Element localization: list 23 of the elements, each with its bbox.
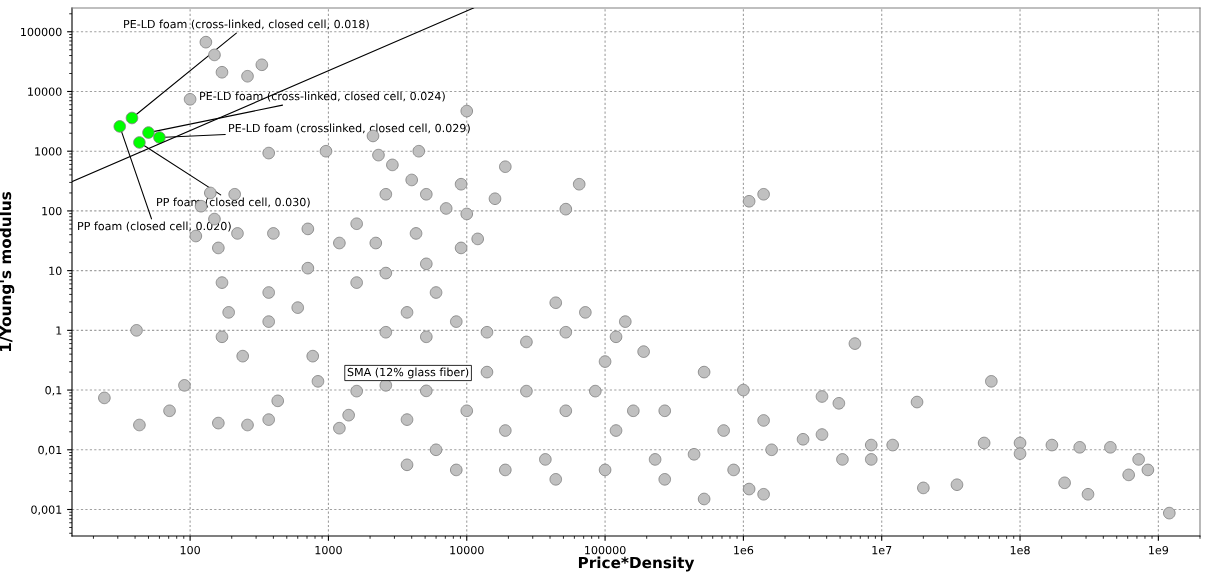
- y-tick-label: 100000: [21, 27, 62, 37]
- y-tick-label: 0,1: [45, 386, 62, 396]
- y-tick-label: 1000: [35, 147, 62, 156]
- x-axis-title: Price*Density: [578, 556, 695, 572]
- y-tick-label: 10: [49, 266, 62, 276]
- annotation: SMA (12% glass fiber): [347, 367, 469, 379]
- y-tick-label: 10000: [28, 87, 62, 96]
- y-axis-title: 1/Young's modulus: [0, 191, 15, 352]
- x-tick-label: 1e8: [1010, 545, 1030, 555]
- annotation: PE-LD foam (cross-linked, closed cell, 0.024): [200, 91, 445, 102]
- x-tick-label: 1e6: [734, 545, 754, 555]
- annotation: PE-LD foam (crosslinked, closed cell, 0.029): [229, 123, 470, 134]
- x-tick-label: 1000: [315, 545, 342, 555]
- x-tick-label: 10000: [450, 545, 484, 555]
- y-tick-label: 1: [56, 326, 62, 335]
- x-tick-label: 1e7: [872, 546, 892, 555]
- y-tick-label: 0,001: [31, 505, 62, 516]
- x-tick-label: 1e9: [1149, 545, 1169, 555]
- x-tick-label: 100: [180, 545, 200, 555]
- y-tick-label: 100: [42, 206, 62, 216]
- x-tick-label: 100000: [585, 545, 626, 555]
- y-tick-label: 0,01: [38, 445, 62, 456]
- annotation: PE-LD foam (cross-linked, closed cell, 0.018): [124, 19, 369, 30]
